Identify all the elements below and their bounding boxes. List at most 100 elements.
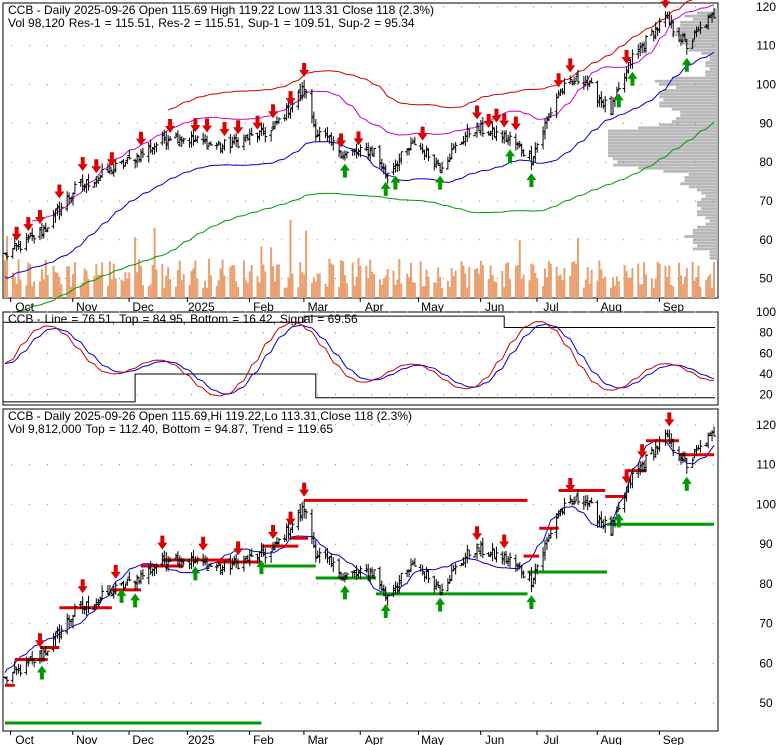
grid-dot <box>533 503 534 505</box>
x-tick-label: May <box>421 300 444 314</box>
volume-bar <box>520 278 523 298</box>
grid-dot <box>101 623 102 625</box>
grid-dot <box>281 623 282 625</box>
grid-dot <box>263 45 264 47</box>
grid-dot <box>47 373 48 375</box>
grid-dot <box>389 543 390 545</box>
legend-label: Trend <box>252 422 283 436</box>
volume-profile-bar <box>713 8 718 12</box>
grid-dot <box>407 394 408 396</box>
grid-dot <box>137 122 138 124</box>
grid-dot <box>335 239 336 241</box>
grid-dot <box>713 394 714 396</box>
grid-dot <box>227 239 228 241</box>
grid-dot <box>497 543 498 545</box>
grid-dot <box>677 200 678 202</box>
grid-dot <box>191 623 192 625</box>
volume-profile-bar <box>697 225 718 229</box>
x-tick-label: Jul <box>543 733 558 745</box>
volume-bar <box>421 286 424 298</box>
y-tick-label: 60 <box>759 656 773 670</box>
grid-dot <box>101 543 102 545</box>
volume-bar <box>386 269 389 298</box>
volume-bar <box>85 270 88 298</box>
grid-dot <box>443 464 444 466</box>
grid-dot <box>353 394 354 396</box>
grid-dot <box>353 543 354 545</box>
grid-dot <box>47 464 48 466</box>
legend-label: Sup-1 <box>248 16 280 30</box>
grid-dot <box>83 332 84 334</box>
y-tick-label: 120 <box>756 0 776 14</box>
grid-dot <box>677 623 678 625</box>
grid-dot <box>227 161 228 163</box>
volume-bar <box>600 269 603 298</box>
grid-dot <box>11 332 12 334</box>
grid-dot <box>335 464 336 466</box>
buy-arrow <box>505 149 516 164</box>
grid-dot <box>29 311 30 313</box>
trend-line <box>4 439 715 673</box>
grid-dot <box>497 464 498 466</box>
volume-bar <box>707 276 710 298</box>
sell-arrow <box>54 184 65 199</box>
grid-dot <box>263 702 264 704</box>
grid-dot <box>245 394 246 396</box>
grid-dot <box>479 239 480 241</box>
volume-bar <box>312 277 315 298</box>
volume-profile-bar <box>608 129 718 133</box>
volume-bar <box>547 260 550 298</box>
grid-dot <box>101 503 102 505</box>
volume-bar <box>357 258 360 298</box>
grid-dot <box>11 464 12 466</box>
grid-dot <box>173 45 174 47</box>
volume-profile-bar <box>680 114 718 117</box>
grid-dot <box>83 311 84 313</box>
grid-dot <box>641 278 642 280</box>
grid-dot <box>659 394 660 396</box>
grid-dot <box>515 623 516 625</box>
volume-bar <box>95 264 98 298</box>
grid-dot <box>569 373 570 375</box>
grid-dot <box>461 161 462 163</box>
volume-profile-bar <box>663 89 718 92</box>
grid-dot <box>353 424 354 426</box>
volume-bar <box>666 276 669 298</box>
grid-dot <box>389 662 390 664</box>
grid-dot <box>353 161 354 163</box>
grid-dot <box>353 200 354 202</box>
grid-dot <box>317 122 318 124</box>
grid-dot <box>191 424 192 426</box>
grid-dot <box>641 424 642 426</box>
grid-dot <box>497 161 498 163</box>
grid-dot <box>155 503 156 505</box>
grid-dot <box>281 84 282 86</box>
legend-value: = 76.51, <box>71 312 115 326</box>
volume-bar <box>316 273 319 298</box>
grid-dot <box>569 239 570 241</box>
grid-dot <box>137 84 138 86</box>
x-tick-label: Apr <box>365 733 384 745</box>
grid-dot <box>119 543 120 545</box>
grid-dot <box>443 200 444 202</box>
grid-dot <box>623 332 624 334</box>
volume-bar <box>382 278 385 298</box>
y-tick-label: 60 <box>759 346 773 360</box>
sell-arrow <box>233 541 244 556</box>
grid-dot <box>389 122 390 124</box>
grid-dot <box>245 161 246 163</box>
volume-bar <box>681 284 684 298</box>
grid-dot <box>371 702 372 704</box>
sell-arrow <box>483 113 494 128</box>
grid-dot <box>353 464 354 466</box>
grid-dot <box>641 394 642 396</box>
grid-dot <box>353 6 354 8</box>
grid-dot <box>191 394 192 396</box>
grid-dot <box>551 161 552 163</box>
grid-dot <box>137 503 138 505</box>
grid-dot <box>515 161 516 163</box>
grid-dot <box>533 543 534 545</box>
volume-bar <box>419 261 422 298</box>
grid-dot <box>209 394 210 396</box>
grid-dot <box>443 6 444 8</box>
